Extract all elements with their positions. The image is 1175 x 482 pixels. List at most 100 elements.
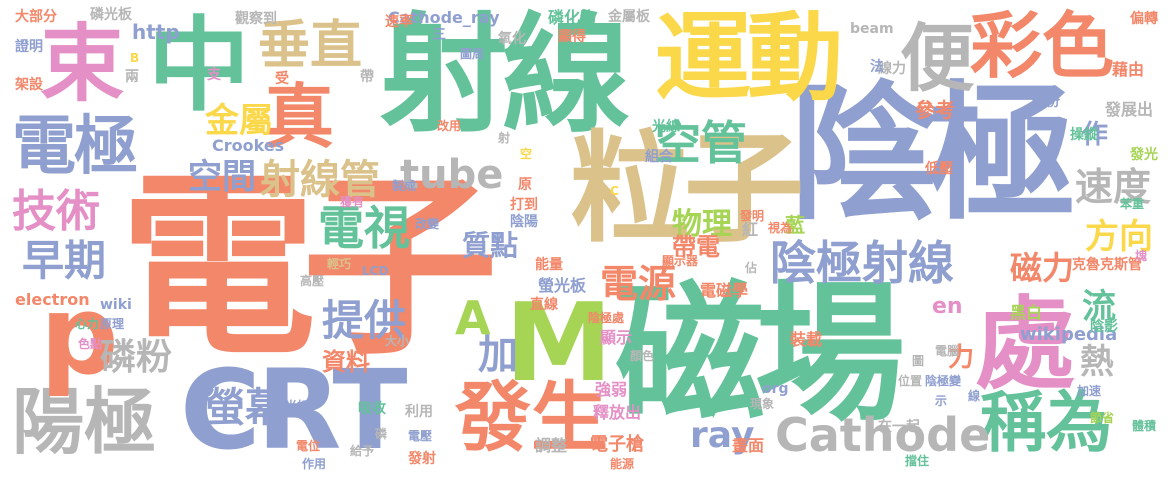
cloud-word: 藉由 bbox=[1112, 60, 1145, 79]
cloud-word: B bbox=[130, 51, 140, 65]
cloud-word: 處 bbox=[975, 286, 1075, 403]
cloud-word: 作用 bbox=[302, 457, 327, 471]
cloud-word: CRT bbox=[180, 346, 408, 474]
cloud-word: 釋放出 bbox=[593, 403, 642, 422]
cloud-word: 光線 bbox=[652, 119, 680, 135]
cloud-word: 運動 bbox=[655, 2, 843, 114]
cloud-word: LCD bbox=[362, 264, 389, 278]
cloud-word: 電子槍 bbox=[590, 434, 644, 455]
cloud-word: wiki bbox=[100, 297, 132, 313]
cloud-word: 熱 bbox=[1080, 342, 1114, 382]
cloud-word: 彩色 bbox=[970, 4, 1115, 88]
cloud-word: A bbox=[455, 291, 491, 345]
cloud-word: 位置 bbox=[898, 374, 923, 388]
cloud-word: 磷 bbox=[375, 427, 388, 441]
cloud-word: 螢幕 bbox=[205, 385, 285, 431]
cloud-word: 獲有 bbox=[340, 195, 365, 209]
cloud-word: 大小 bbox=[385, 334, 410, 348]
cloud-word: 磷化物 bbox=[548, 8, 597, 27]
cloud-word: 顯得 bbox=[558, 29, 586, 45]
cloud-word: 製成 bbox=[392, 179, 417, 193]
cloud-word: 發生 bbox=[455, 373, 607, 462]
cloud-word: 速度 bbox=[1075, 165, 1152, 209]
cloud-word: 磷粉 bbox=[100, 337, 173, 378]
cloud-word: Cathode bbox=[775, 408, 991, 462]
cloud-word: 帶電 bbox=[672, 233, 720, 261]
cloud-word: 電位 bbox=[296, 439, 321, 453]
cloud-word: 螢光板 bbox=[538, 276, 587, 295]
cloud-word: 磷光板 bbox=[90, 7, 132, 23]
cloud-word: 空間 bbox=[188, 157, 256, 197]
cloud-word: 兩 bbox=[125, 69, 139, 85]
cloud-word: 原 bbox=[518, 177, 532, 193]
cloud-word: 氧化 bbox=[498, 31, 526, 47]
cloud-word: 操縱 bbox=[1070, 127, 1098, 143]
cloud-word: 粒子 bbox=[570, 120, 804, 259]
cloud-word: p bbox=[40, 271, 119, 399]
cloud-word: 直線 bbox=[530, 297, 558, 313]
cloud-word: C bbox=[610, 184, 619, 198]
cloud-word: Crookes bbox=[212, 136, 285, 155]
cloud-word: 提供 bbox=[322, 296, 407, 345]
cloud-word: 力 bbox=[948, 343, 975, 373]
cloud-word: 電壓 bbox=[408, 429, 433, 443]
cloud-word: 發明 bbox=[740, 209, 765, 223]
cloud-word: 塊 bbox=[1135, 249, 1148, 263]
cloud-word: 黑白 bbox=[1010, 303, 1043, 322]
cloud-word: 射線 bbox=[380, 1, 630, 150]
cloud-word: 陰極處 bbox=[588, 311, 625, 325]
cloud-word: 技術 bbox=[12, 186, 100, 237]
cloud-word: 視為 bbox=[768, 221, 793, 235]
cloud-word: 部份 bbox=[1032, 94, 1060, 110]
cloud-word: Cathode_ray bbox=[388, 8, 500, 27]
cloud-word: wikipedia bbox=[1020, 324, 1118, 345]
cloud-word: 陰極 bbox=[790, 68, 1076, 240]
cloud-word: 藍 bbox=[785, 213, 805, 237]
cloud-word: 資料 bbox=[322, 348, 370, 376]
cloud-word: 節省 bbox=[1090, 411, 1115, 425]
cloud-word: 電源 bbox=[600, 262, 677, 306]
cloud-word: 心力 bbox=[75, 317, 100, 331]
cloud-word: electron bbox=[15, 290, 90, 309]
cloud-word: 裝載 bbox=[790, 330, 823, 349]
cloud-word: 流 bbox=[1082, 287, 1116, 327]
cloud-word: 偏轉 bbox=[1130, 11, 1158, 27]
cloud-word: 陰極射線 bbox=[770, 236, 954, 290]
cloud-word: 中 bbox=[148, 7, 250, 126]
cloud-word: 物理 bbox=[672, 207, 732, 242]
cloud-word: 電視 bbox=[318, 201, 410, 255]
cloud-word: 發光 bbox=[1130, 147, 1158, 163]
cloud-word: 苯重 bbox=[1120, 197, 1145, 211]
cloud-word: 組合 bbox=[645, 149, 673, 165]
cloud-word: 畫面 bbox=[732, 436, 765, 455]
cloud-word: en bbox=[932, 294, 963, 319]
cloud-word: 給予 bbox=[350, 444, 375, 458]
cloud-word: 三 bbox=[432, 27, 446, 43]
cloud-word: 克魯克斯管 bbox=[1072, 257, 1142, 273]
cloud-word: 體積 bbox=[1132, 419, 1157, 433]
cloud-word: 陽極 bbox=[12, 380, 157, 464]
cloud-word: 證明 bbox=[15, 39, 43, 55]
cloud-word: 紅 bbox=[742, 220, 759, 239]
cloud-word: 射 bbox=[498, 131, 511, 145]
cloud-word: 原理 bbox=[100, 317, 125, 331]
cloud-word: 真 bbox=[264, 76, 334, 158]
cloud-word: 加 bbox=[478, 332, 518, 378]
cloud-word: 高壓 bbox=[300, 274, 325, 288]
cloud-word: 電極 bbox=[12, 110, 138, 184]
cloud-word: 帶 bbox=[360, 69, 374, 85]
cloud-word: 現象 bbox=[750, 397, 775, 411]
cloud-word: 打到 bbox=[510, 197, 538, 213]
cloud-word: 陰陽 bbox=[510, 214, 538, 230]
cloud-word: 發展出 bbox=[1105, 100, 1154, 119]
cloud-word: 受 bbox=[275, 71, 289, 87]
cloud-word: 調整 bbox=[535, 436, 568, 455]
cloud-word: 便 bbox=[900, 16, 974, 102]
cloud-word: 垂直 bbox=[258, 16, 363, 76]
cloud-word: 磁力 bbox=[1010, 249, 1075, 287]
cloud-word: 束 bbox=[40, 15, 125, 113]
cloud-word: 輕巧 bbox=[327, 257, 352, 271]
cloud-word: 顯示 bbox=[600, 328, 633, 347]
cloud-word: 示 bbox=[935, 394, 948, 408]
cloud-word: 色點 bbox=[78, 337, 103, 351]
